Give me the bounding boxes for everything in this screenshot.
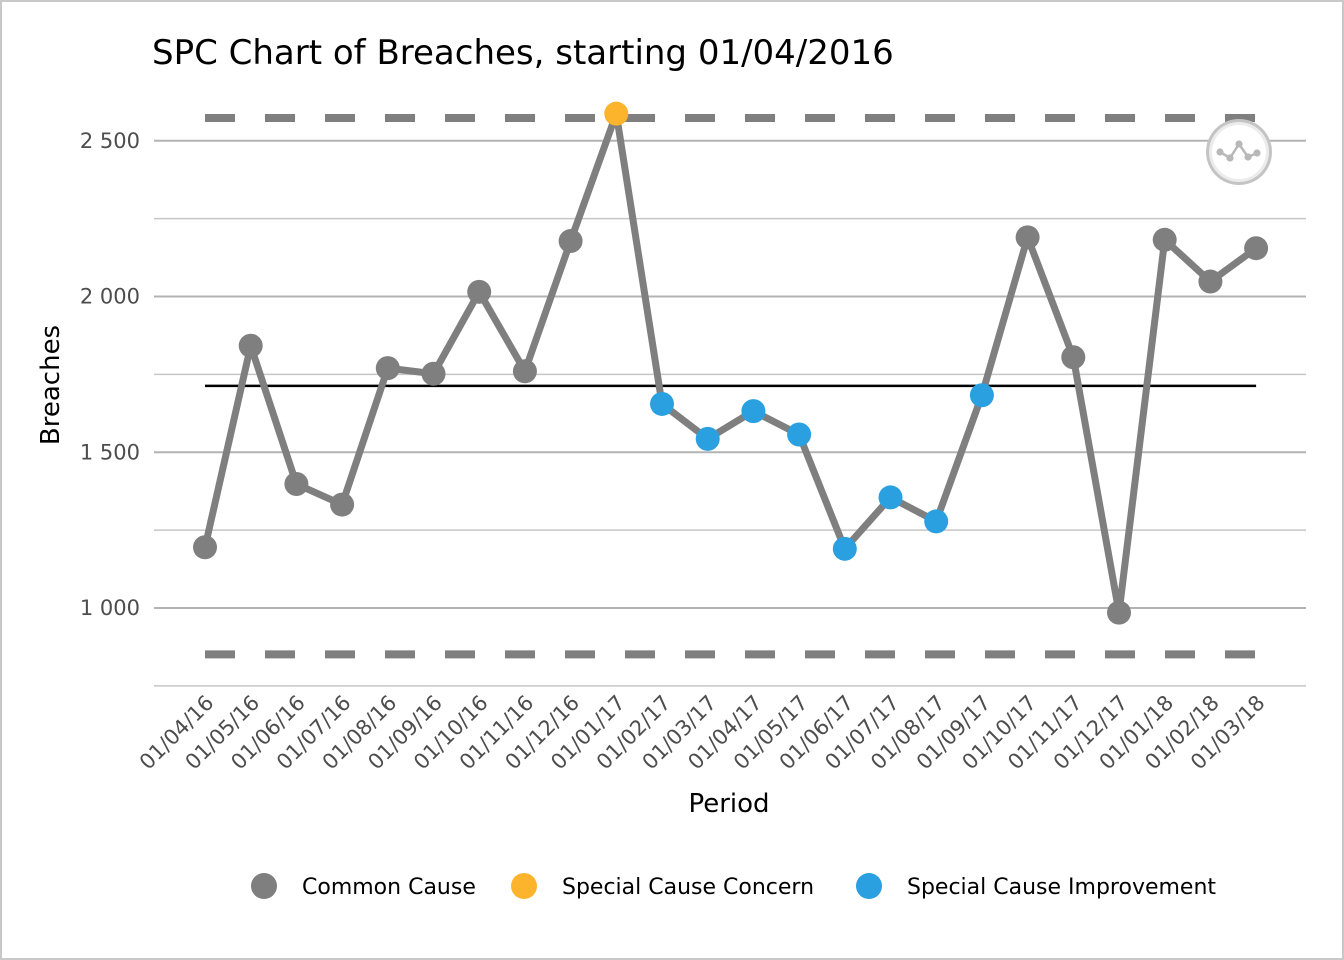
data-point-common (238, 333, 263, 358)
data-point-common (284, 472, 309, 497)
x-axis-ticks: 01/04/1601/05/1601/06/1601/07/1601/08/16… (135, 691, 1270, 775)
y-axis-ticks: 1 000 1 500 2 000 2 500 (80, 129, 140, 620)
data-point-common (1198, 269, 1223, 294)
y-tick-label: 2 000 (80, 285, 140, 309)
data-point-common (1244, 236, 1269, 261)
data-point-common (467, 279, 492, 304)
data-point-common (558, 229, 583, 254)
data-point-common (1107, 600, 1131, 625)
legend-label: Special Cause Improvement (907, 875, 1216, 900)
data-point-common (512, 359, 537, 384)
legend-marker (251, 873, 277, 899)
x-axis-title: Period (688, 789, 769, 819)
data-series (193, 101, 1269, 625)
legend-label: Common Cause (302, 875, 476, 900)
legend-item-improvement: Special Cause Improvement (856, 873, 1216, 900)
legend-marker (511, 873, 537, 899)
legend: Common Cause Special Cause Concern Special… (251, 873, 1216, 900)
data-point-common (1015, 225, 1040, 250)
data-point-improvement (924, 509, 949, 534)
common-cause-variation-icon (1206, 119, 1272, 185)
data-point-improvement (969, 383, 994, 408)
y-tick-label: 1 000 (80, 596, 140, 620)
data-point-improvement (741, 399, 766, 424)
y-tick-label: 2 500 (80, 129, 140, 153)
y-tick-label: 1 500 (80, 440, 140, 464)
legend-item-common: Common Cause (251, 873, 476, 900)
data-point-improvement (695, 426, 720, 451)
control-limits (205, 114, 1257, 659)
data-point-improvement (650, 391, 674, 416)
data-point-common (330, 492, 355, 517)
data-point-common (1152, 227, 1177, 252)
chart-title: SPC Chart of Breaches, starting 01/04/20… (152, 33, 894, 73)
data-point-common (421, 361, 446, 386)
legend-label: Special Cause Concern (562, 875, 814, 900)
legend-marker (856, 873, 882, 899)
data-point-concern (604, 101, 629, 126)
series-line (201, 110, 1259, 617)
data-point-improvement (878, 485, 903, 510)
data-point-common (193, 535, 217, 560)
data-point-common (375, 356, 400, 381)
data-point-common (1061, 345, 1086, 370)
data-point-improvement (787, 422, 812, 447)
grid-lines (154, 139, 1306, 687)
y-axis-title: Breaches (36, 325, 66, 445)
data-point-improvement (832, 536, 857, 561)
legend-item-concern: Special Cause Concern (511, 873, 814, 900)
